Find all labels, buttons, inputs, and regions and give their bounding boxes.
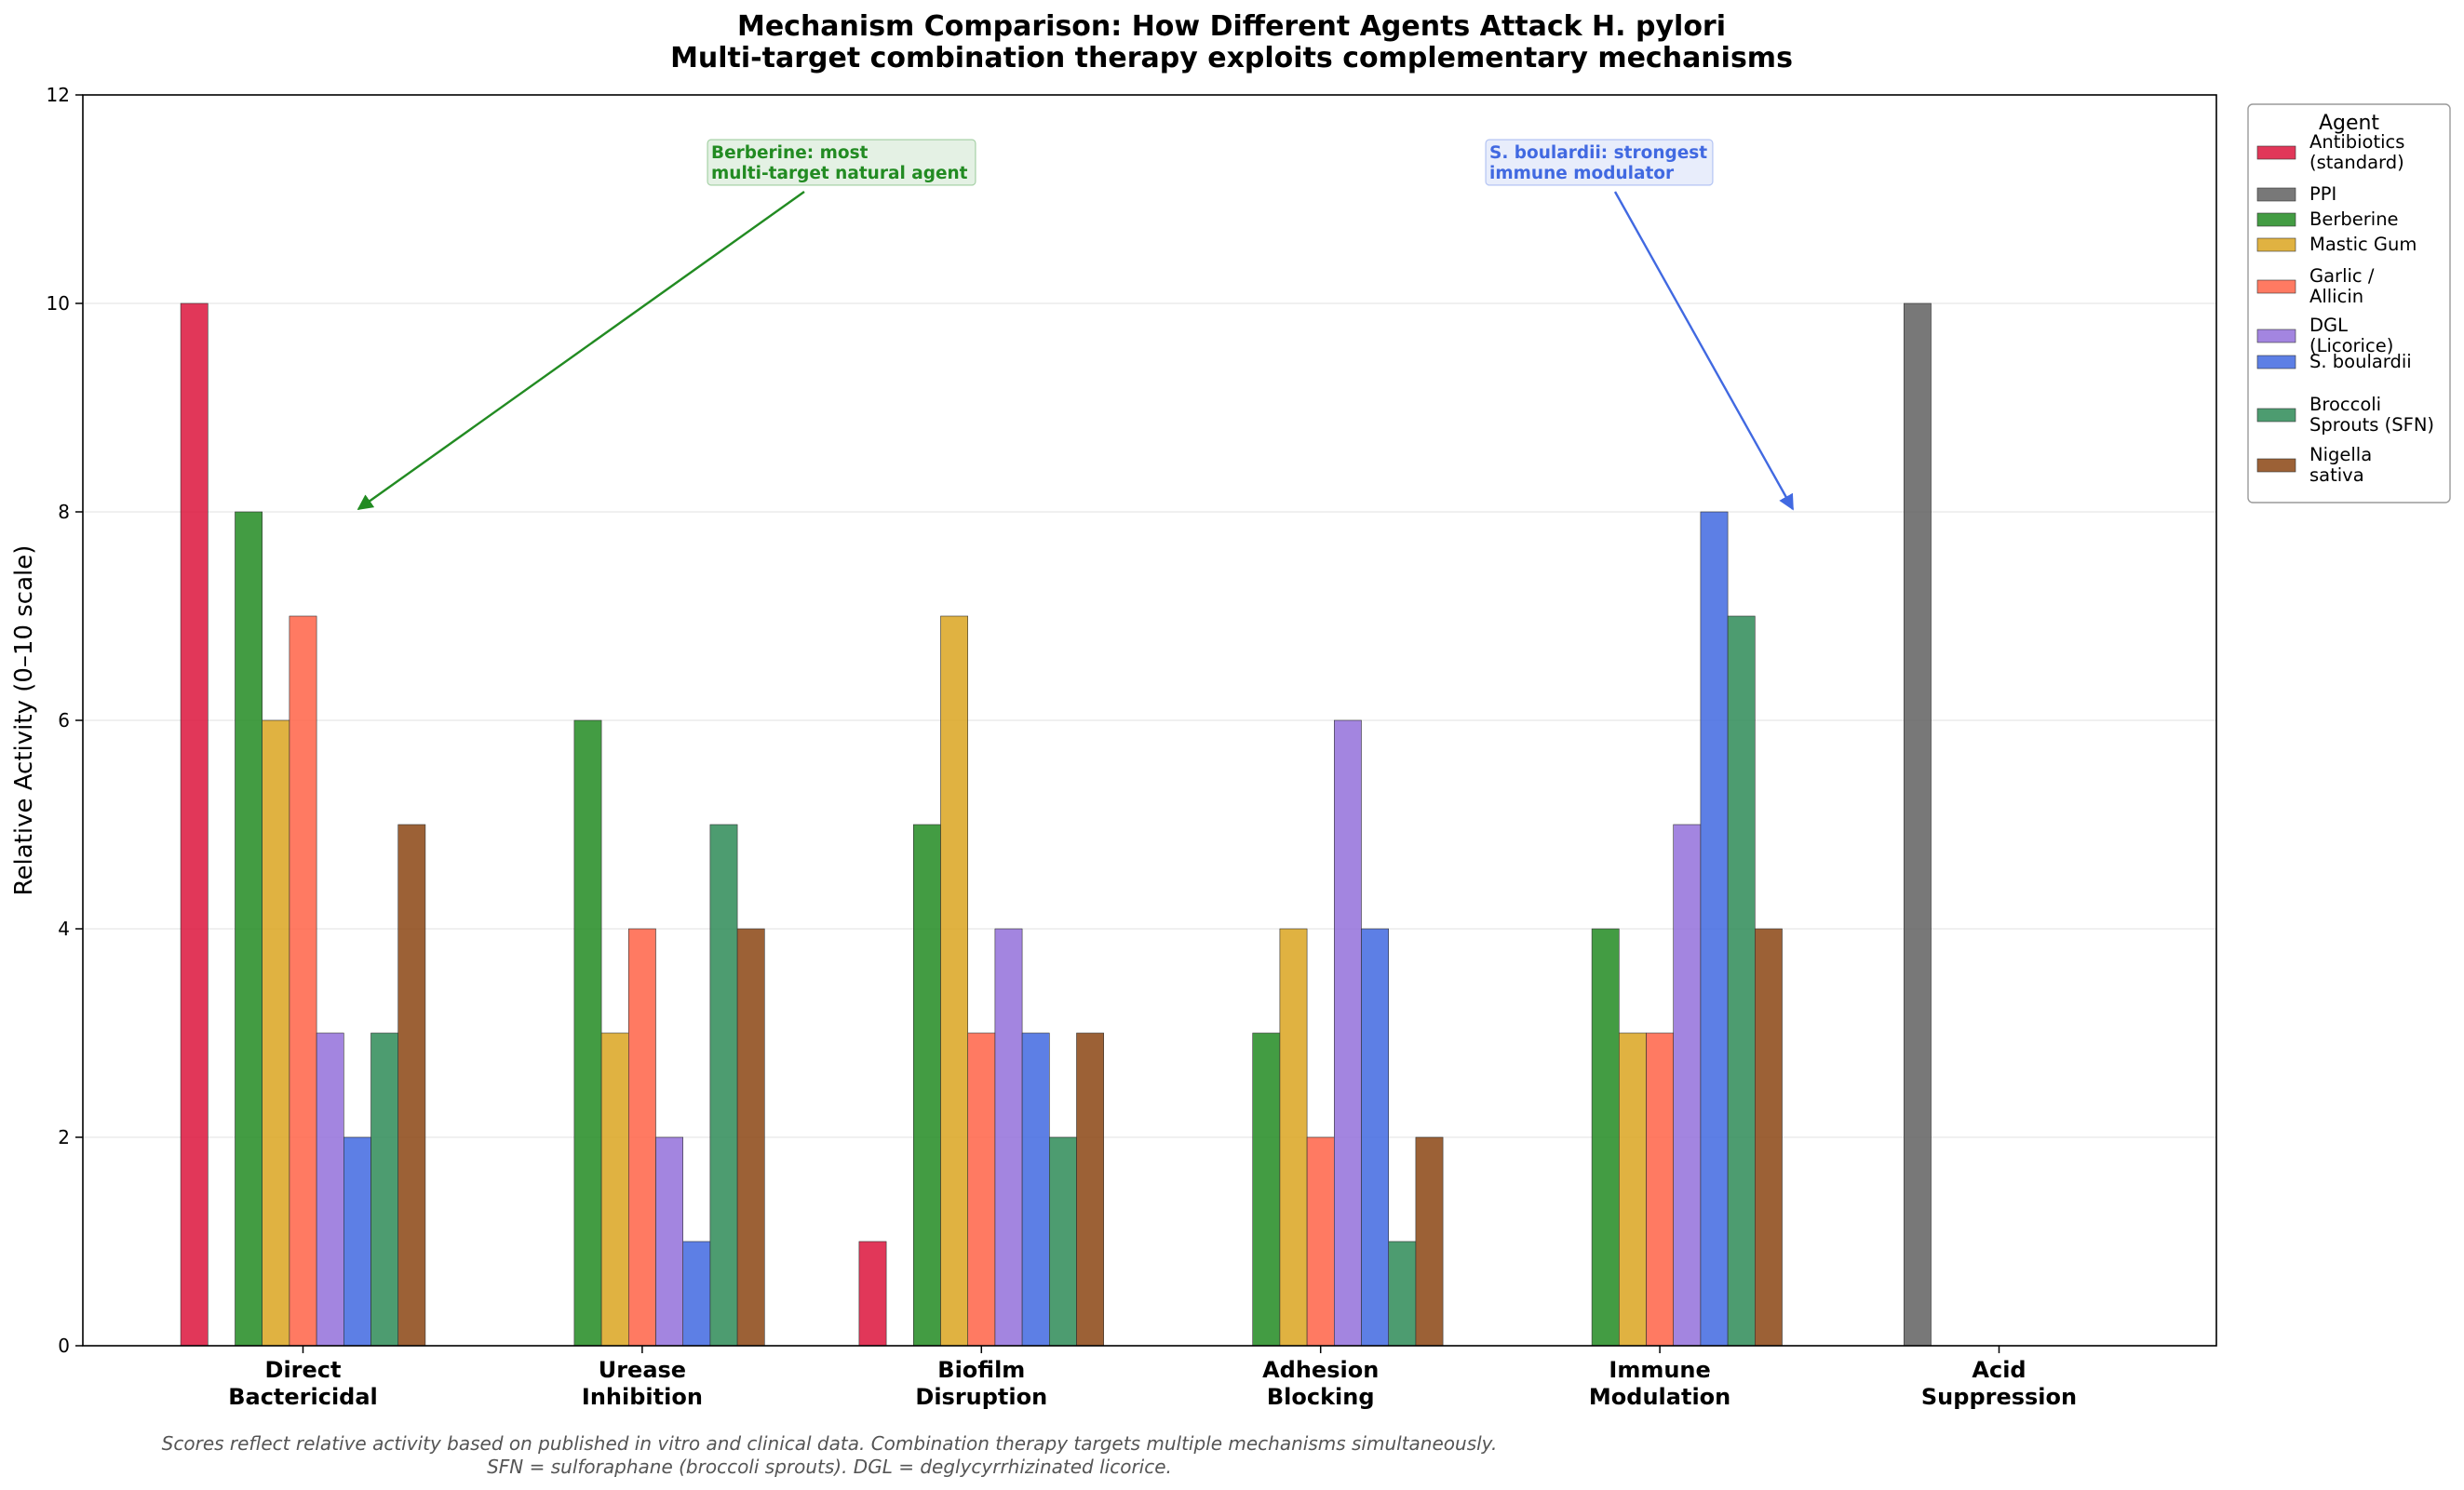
footnote-line-1: Scores reflect relative activity based o…: [162, 1432, 1498, 1455]
legend-label-8: Nigella sativa: [2309, 444, 2372, 486]
legend-label-3: Mastic Gum: [2309, 234, 2417, 255]
bar-broccoli-sprouts-sfn-3: [1388, 1241, 1417, 1347]
bar-dgl-licorice-0: [316, 1032, 344, 1347]
bar-s-boulardii-2: [1021, 1032, 1050, 1347]
bar-berberine-0: [235, 511, 263, 1347]
bar-nigella-sativa-3: [1415, 1136, 1444, 1347]
legend-swatch-4: [2256, 279, 2296, 294]
bar-berberine-3: [1252, 1032, 1281, 1347]
chart-title: Mechanism Comparison: How Different Agen…: [737, 10, 1726, 43]
bar-berberine-2: [912, 824, 941, 1347]
bar-antibiotics-standard-0: [180, 302, 209, 1347]
bar-antibiotics-standard-2: [858, 1241, 887, 1347]
bar-garlic-allicin-4: [1646, 1032, 1675, 1347]
bar-mastic-gum-0: [262, 719, 290, 1347]
legend-label-2: Berberine: [2309, 208, 2399, 230]
bar-mastic-gum-1: [600, 1032, 629, 1347]
y-axis: 0 2 4 6 8 10 12: [47, 84, 83, 1357]
bar-garlic-allicin-1: [627, 928, 656, 1347]
bar-berberine-4: [1591, 928, 1620, 1347]
y-tick-label-10: 10: [47, 292, 70, 315]
bar-dgl-licorice-3: [1334, 719, 1362, 1347]
legend-label-0: Antibiotics (standard): [2309, 131, 2404, 173]
bar-nigella-sativa-4: [1755, 928, 1783, 1347]
legend-label-7: Broccoli Sprouts (SFN): [2309, 394, 2434, 436]
legend-swatch-1: [2256, 187, 2296, 202]
bar-s-boulardii-1: [682, 1241, 711, 1347]
legend-swatch-3: [2256, 237, 2296, 252]
y-tick-label-2: 2: [58, 1126, 70, 1148]
chart-subtitle: Multi-target combination therapy exploit…: [670, 42, 1793, 74]
y-tick-label-8: 8: [58, 501, 70, 523]
bar-dgl-licorice-2: [994, 928, 1023, 1347]
bar-dgl-licorice-1: [655, 1136, 684, 1347]
legend-swatch-8: [2256, 458, 2296, 473]
x-tick-label-3: Adhesion Blocking: [1262, 1357, 1379, 1410]
y-tick-label-6: 6: [58, 709, 70, 732]
annotation-text-1: S. boulardii: strongest immune modulator: [1489, 143, 1707, 183]
y-tick-label-0: 0: [58, 1335, 70, 1357]
bar-nigella-sativa-2: [1076, 1032, 1105, 1347]
x-tick-label-0: Direct Bactericidal: [228, 1357, 378, 1410]
footnote-line-2: SFN = sulforaphane (broccoli sprouts). D…: [487, 1456, 1172, 1478]
annotation-box-1: [1485, 139, 1714, 186]
legend-swatch-2: [2256, 212, 2296, 227]
bar-s-boulardii-4: [1700, 511, 1729, 1347]
legend-label-1: PPI: [2309, 183, 2336, 205]
legend-swatch-5: [2256, 329, 2296, 343]
bar-nigella-sativa-0: [397, 824, 426, 1347]
bar-garlic-allicin-0: [289, 615, 317, 1347]
annotation-arrow-1: [1613, 191, 1795, 511]
annotation-box-0: [707, 139, 976, 186]
legend-box: [2247, 103, 2451, 503]
x-tick-label-5: Acid Suppression: [1921, 1357, 2077, 1410]
legend-label-6: S. boulardii: [2309, 351, 2412, 372]
bar-dgl-licorice-4: [1673, 824, 1702, 1347]
x-axis: Direct Bactericidal Urease Inhibition Biofil…: [228, 1346, 2077, 1410]
bar-ppi-5: [1904, 302, 1932, 1347]
legend-label-5: DGL (Licorice): [2309, 315, 2393, 356]
bar-mastic-gum-4: [1619, 1032, 1647, 1347]
bar-mastic-gum-2: [940, 615, 969, 1347]
x-tick-label-2: Biofilm Disruption: [915, 1357, 1047, 1410]
legend-label-4: Garlic / Allicin: [2309, 265, 2375, 307]
x-tick-label-1: Urease Inhibition: [582, 1357, 703, 1410]
bar-berberine-1: [573, 719, 602, 1347]
bar-s-boulardii-3: [1361, 928, 1390, 1347]
bar-mastic-gum-3: [1279, 928, 1308, 1347]
annotations: Berberine: most multi-target natural agen…: [357, 139, 1795, 511]
bar-broccoli-sprouts-sfn-4: [1727, 615, 1756, 1347]
bar-garlic-allicin-2: [967, 1032, 996, 1347]
annotation-arrow-0: [357, 191, 805, 510]
x-tick-label-4: Immune Modulation: [1589, 1357, 1730, 1410]
bar-garlic-allicin-3: [1306, 1136, 1335, 1347]
bar-broccoli-sprouts-sfn-1: [709, 824, 738, 1347]
y-tick-label-4: 4: [58, 918, 70, 940]
bar-nigella-sativa-1: [736, 928, 765, 1347]
legend-swatch-6: [2256, 355, 2296, 369]
bar-s-boulardii-0: [343, 1136, 371, 1347]
bars: [180, 302, 1932, 1347]
legend-title: Agent: [2319, 112, 2379, 135]
bar-broccoli-sprouts-sfn-2: [1049, 1136, 1077, 1347]
annotation-text-0: Berberine: most multi-target natural agen…: [711, 143, 968, 183]
y-axis-label: Relative Activity (0–10 scale): [10, 545, 38, 896]
legend-swatch-0: [2256, 145, 2296, 160]
bar-broccoli-sprouts-sfn-0: [370, 1032, 399, 1347]
y-tick-label-12: 12: [47, 84, 70, 106]
legend-swatch-7: [2256, 408, 2296, 423]
